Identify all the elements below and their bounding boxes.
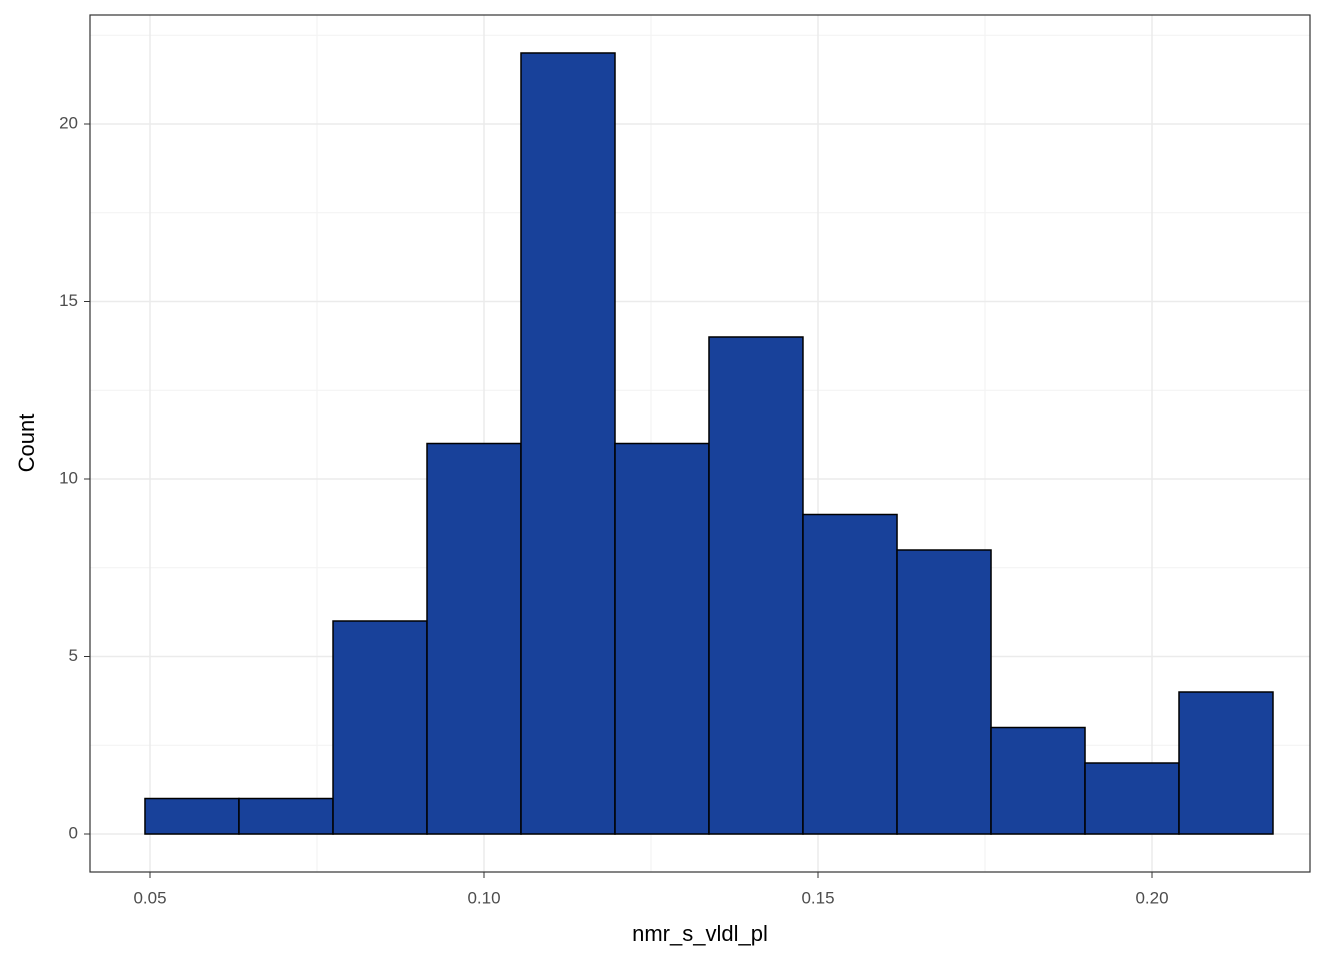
bar [426,442,522,835]
panel-border [89,14,1311,873]
bar [1178,691,1274,835]
x-tick-label: 0.15 [801,888,834,907]
bar [520,52,616,835]
bar [896,549,992,835]
bar [708,336,804,835]
bar [144,797,240,835]
y-tick-label: 15 [59,291,78,310]
y-tick-label: 0 [69,823,78,842]
bar [614,442,710,835]
bar [332,620,428,835]
y-tick-label: 20 [59,113,78,132]
bar [1084,762,1180,835]
x-axis-title: nmr_s_vldl_pl [632,921,768,946]
bar [990,726,1086,835]
x-tick-label: 0.20 [1135,888,1168,907]
x-tick-label: 0.05 [133,888,166,907]
y-tick-label: 5 [69,646,78,665]
bar [802,513,898,835]
y-tick-label: 10 [59,468,78,487]
y-axis-title: Count [14,414,39,473]
bar [238,797,334,835]
x-tick-label: 0.10 [467,888,500,907]
